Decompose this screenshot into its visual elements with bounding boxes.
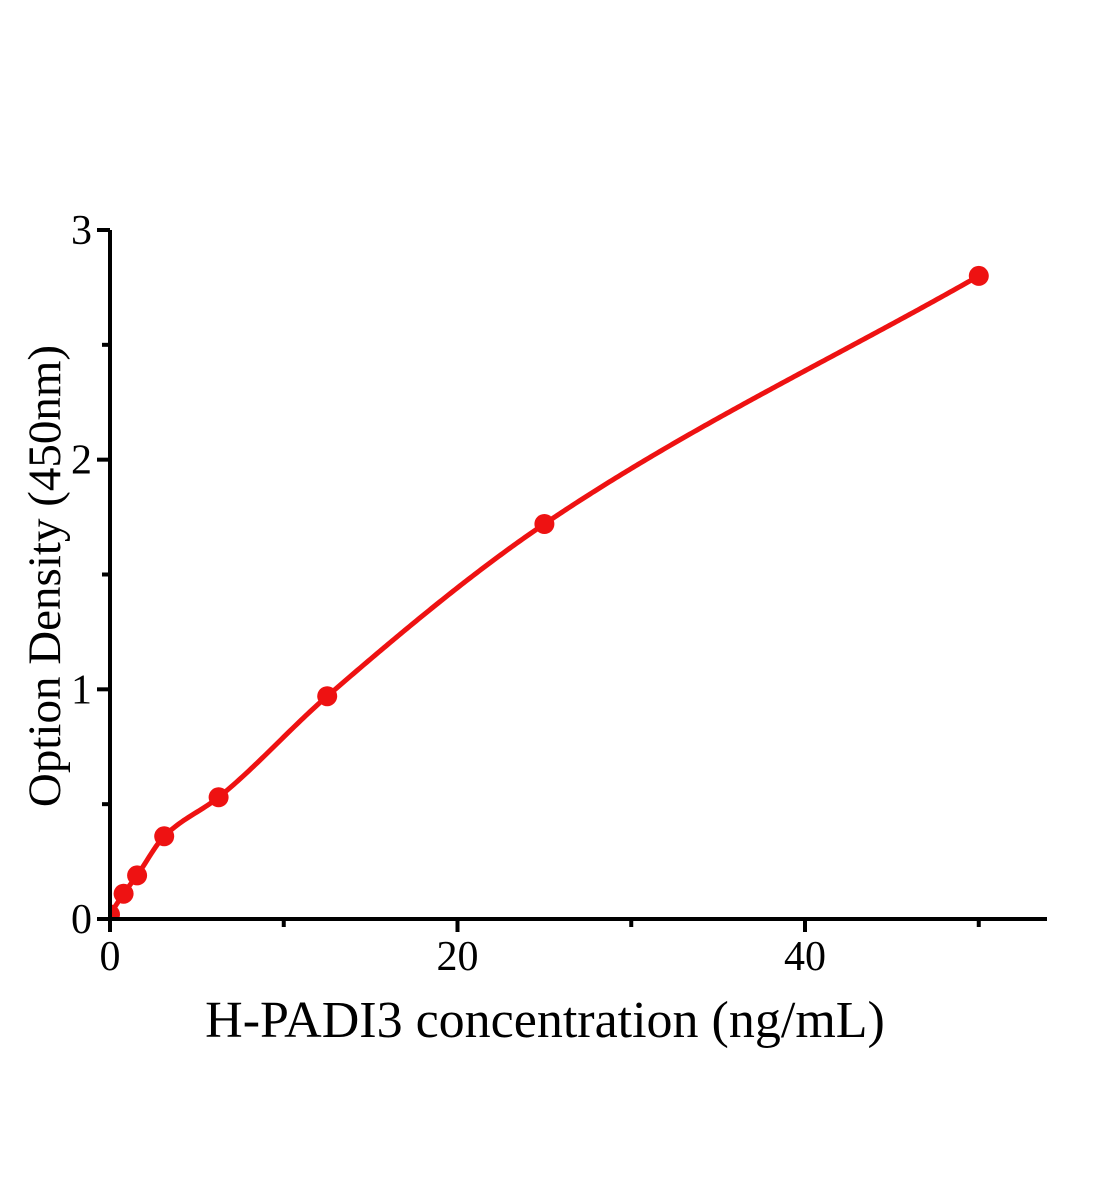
y-tick-label: 1 xyxy=(71,667,92,713)
x-tick-label: 0 xyxy=(100,934,121,980)
y-tick-label: 3 xyxy=(71,208,92,254)
tick-labels: 0 20 40 0 1 2 3 xyxy=(71,208,826,980)
y-tick-label: 2 xyxy=(71,438,92,484)
data-point xyxy=(127,865,148,886)
data-point xyxy=(112,904,120,917)
y-axis-title: Option Density (450nm) xyxy=(19,345,71,807)
data-point xyxy=(317,686,338,707)
x-tick-label: 40 xyxy=(784,934,826,980)
data-point xyxy=(534,514,555,534)
data-point xyxy=(113,883,134,904)
x-axis-title: H-PADI3 concentration (ng/mL) xyxy=(205,992,885,1049)
x-tick-label: 20 xyxy=(437,934,479,980)
series-curve xyxy=(112,273,982,916)
y-tick-label: 0 xyxy=(71,897,92,943)
axis-ticks xyxy=(97,227,981,932)
data-point xyxy=(968,265,989,286)
data-point xyxy=(154,826,175,847)
data-point xyxy=(208,787,229,808)
axes xyxy=(97,227,1047,932)
data-series xyxy=(112,265,989,917)
